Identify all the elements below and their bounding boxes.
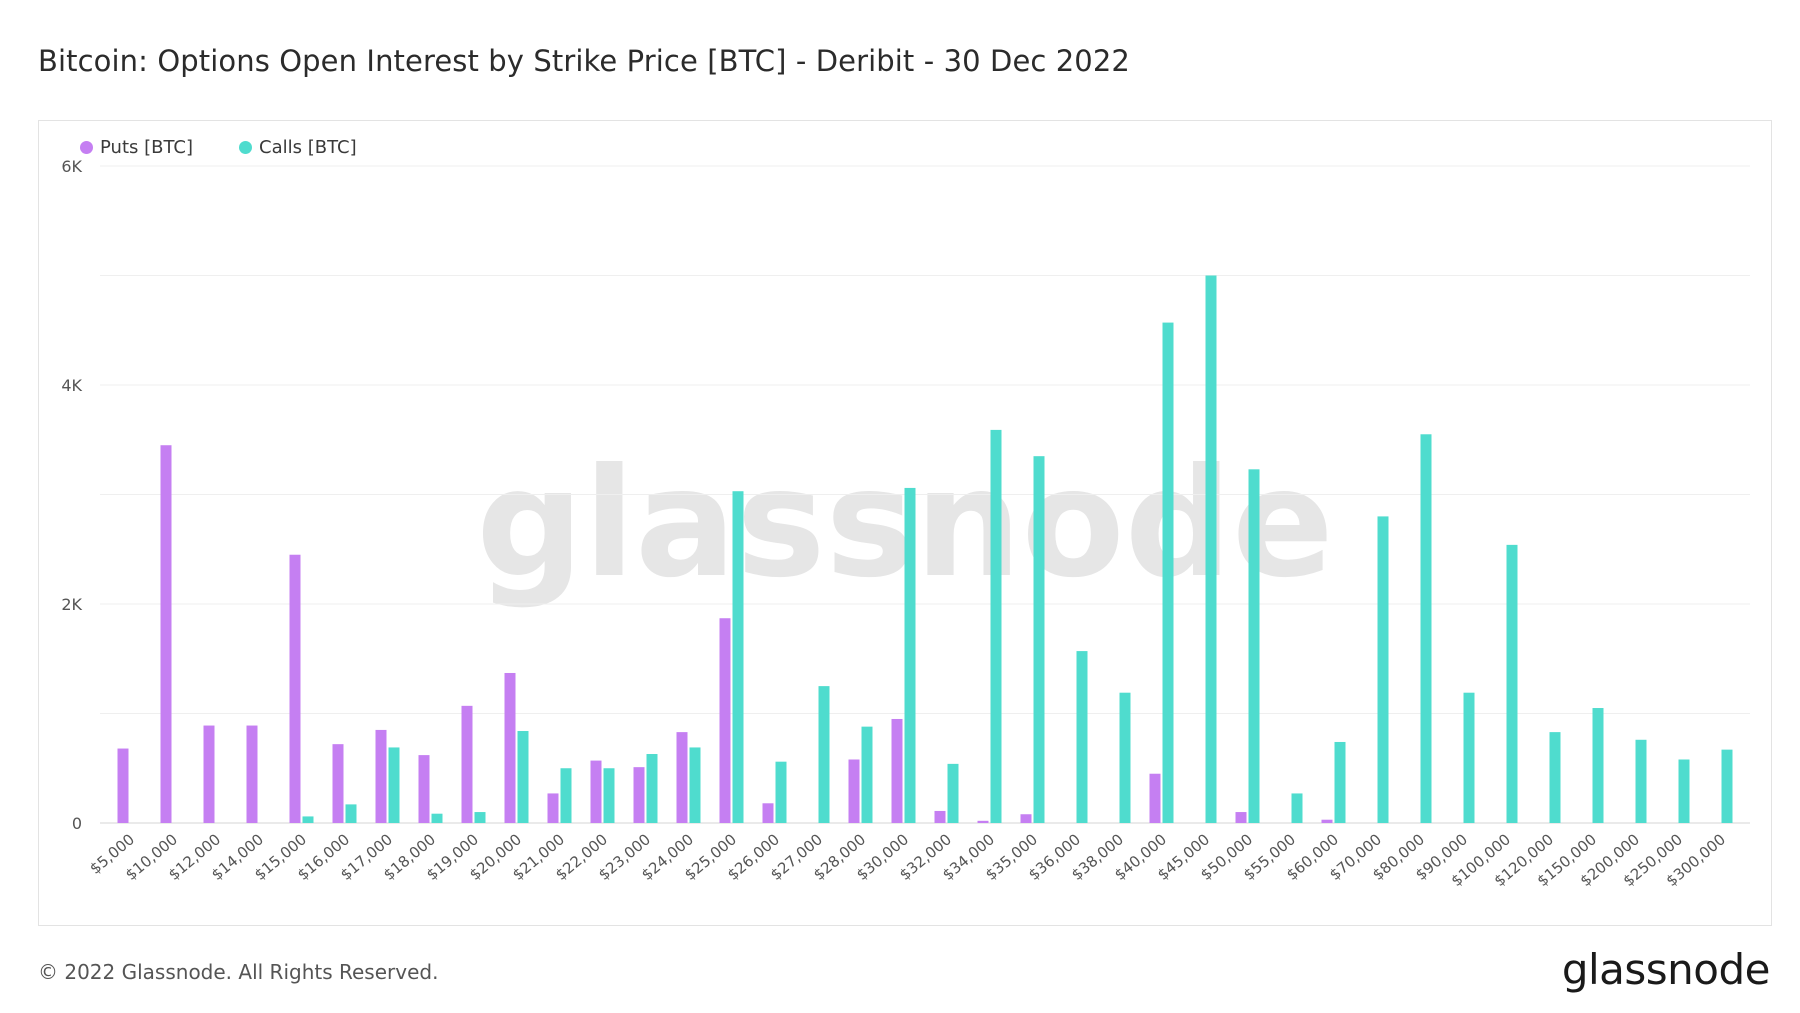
bar-calls [775,761,787,823]
bar-puts [848,759,860,823]
bar-calls [732,491,744,823]
bar-puts [117,748,129,823]
bar-calls [345,804,357,823]
bar-calls [646,754,658,823]
legend-item-puts[interactable]: Puts [BTC] [80,137,193,158]
bar-puts [289,554,301,823]
y-tick-label: 0 [72,814,82,833]
bar-puts [160,445,172,823]
bar-calls [431,813,443,823]
calls-legend-dot [239,141,253,154]
bar-puts [1020,814,1032,823]
bar-puts [633,767,645,823]
bar-calls [990,429,1002,823]
bar-puts [1235,812,1247,823]
legend-label-puts: Puts [BTC] [100,137,194,158]
bar-puts [375,729,387,823]
legend: Puts [BTC] Calls [BTC] [80,137,357,158]
bar-calls [861,726,873,823]
bar-calls [603,768,615,823]
legend-item-calls[interactable]: Calls [BTC] [239,137,357,158]
bar-puts [762,803,774,823]
bar-calls [1463,692,1475,823]
bar-puts [418,755,430,823]
bar-calls [1291,793,1303,823]
chart-frame [38,120,1772,926]
bar-puts [1149,773,1161,823]
chart-title: Bitcoin: Options Open Interest by Strike… [38,44,1130,78]
bar-calls [1162,322,1174,823]
bar-calls [1205,275,1217,823]
bar-puts [590,760,602,823]
bar-puts [1321,819,1333,823]
glassnode-logo: glassnode [1561,945,1771,994]
bar-calls [1076,651,1088,823]
bar-calls [388,747,400,823]
legend-label-calls: Calls [BTC] [259,137,357,158]
bar-calls [1635,739,1647,823]
bar-calls [1678,759,1690,823]
bar-calls [517,731,529,823]
bar-calls [1721,749,1733,823]
copyright-text: © 2022 Glassnode. All Rights Reserved. [38,960,439,984]
bar-puts [977,820,989,823]
bar-puts [547,793,559,823]
puts-legend-dot [80,141,93,154]
bar-calls [560,768,572,823]
bar-puts [934,810,946,823]
bar-calls [1420,434,1432,823]
bar-calls [818,686,830,823]
bar-calls [1033,456,1045,823]
bar-puts [676,732,688,823]
bar-puts [719,618,731,823]
bar-puts [332,744,344,823]
bar-puts [461,705,473,823]
bar-calls [947,763,959,823]
bar-puts [246,725,258,823]
bar-calls [474,812,486,823]
bar-puts [504,672,516,823]
bar-calls [1549,732,1561,823]
bar-puts [891,718,903,823]
bar-calls [1506,544,1518,823]
bar-calls [1377,516,1389,823]
y-tick-label: 6K [61,157,82,176]
bar-calls [904,487,916,823]
bar-calls [689,747,701,823]
bar-calls [1248,469,1260,823]
bar-calls [1334,741,1346,823]
bar-calls [1119,692,1131,823]
y-tick-label: 4K [61,376,82,395]
bar-calls [302,816,314,823]
bar-puts [203,725,215,823]
bar-calls [1592,708,1604,823]
y-tick-label: 2K [61,595,82,614]
